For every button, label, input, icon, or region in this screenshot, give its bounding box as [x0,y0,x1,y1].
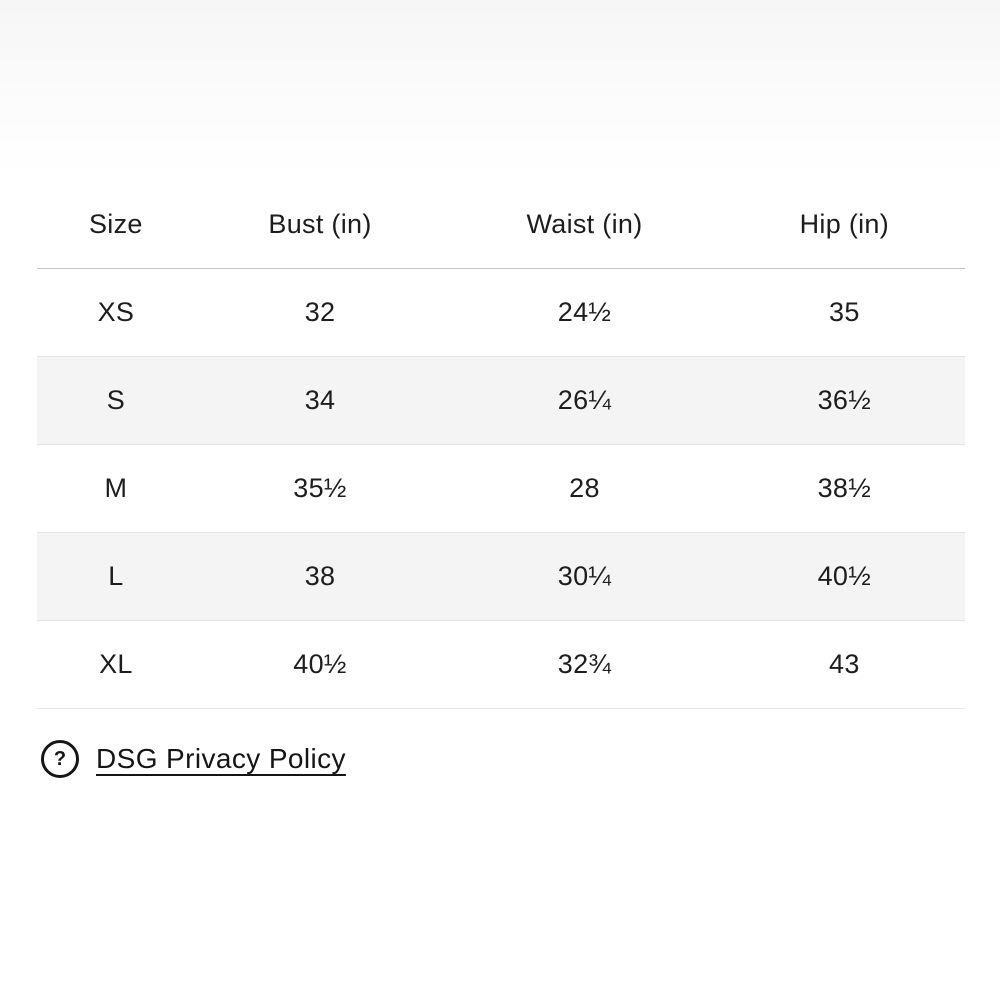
measurement-cell: 40½ [293,649,347,679]
size-chart-body: XS 32 24½ 35 S 34 26¼ 36½ M 35½ 28 38½ L 38 30¼ 40½ XL 40… [37,269,965,709]
measurement-cell: 28 [569,473,600,503]
measurement-cell: 32 [304,297,336,327]
measurement-cell: 32¾ [557,649,612,679]
help-question-icon[interactable]: ? [41,740,79,778]
measurement-cell: 38½ [817,473,872,503]
column-header-hip: Hip (in) [723,180,965,269]
size-cell: XS [97,297,135,327]
measurement-cell: 35 [829,297,860,327]
table-row: L 38 30¼ 40½ [37,532,965,621]
privacy-footer: ? DSG Privacy Policy [41,740,346,778]
measurement-cell: 40½ [817,561,872,591]
table-row: XS 32 24½ 35 [37,269,965,357]
measurement-cell: 24½ [557,297,612,327]
measurement-cell: 26¼ [557,385,612,415]
size-cell: XL [99,649,133,679]
column-header-size: Size [37,180,195,269]
measurement-cell: 38 [304,561,336,591]
size-cell: L [108,561,124,591]
table-row: XL 40½ 32¾ 43 [37,621,965,709]
table-row: M 35½ 28 38½ [37,445,965,533]
size-cell: M [104,473,128,503]
column-header-waist: Waist (in) [445,180,724,269]
table-row: S 34 26¼ 36½ [37,356,965,445]
measurement-cell: 43 [829,649,860,679]
size-chart-header: Size Bust (in) Waist (in) Hip (in) [37,180,965,269]
measurement-cell: 35½ [293,473,347,503]
measurement-cell: 34 [304,385,336,415]
measurement-cell: 30¼ [557,561,612,591]
privacy-policy-link[interactable]: DSG Privacy Policy [96,743,346,774]
column-header-bust: Bust (in) [194,180,446,269]
size-cell: S [106,385,126,415]
measurement-cell: 36½ [817,385,872,415]
header-row: Size Bust (in) Waist (in) Hip (in) [37,180,965,269]
size-chart-table: Size Bust (in) Waist (in) Hip (in) XS 32 2… [37,180,965,709]
